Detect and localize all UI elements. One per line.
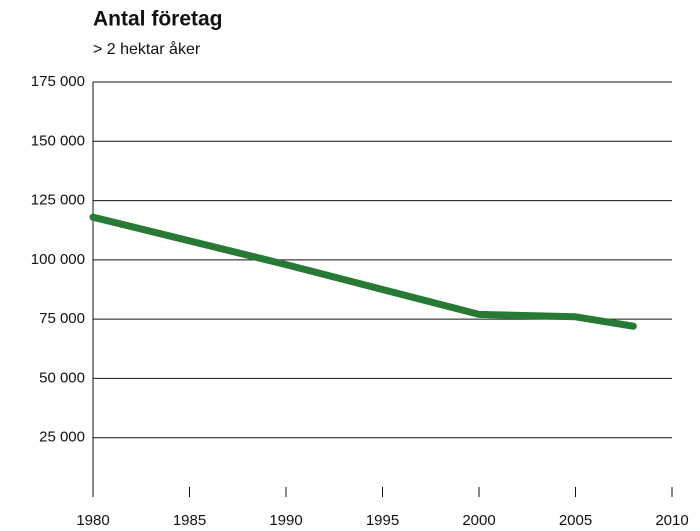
y-tick-label: 25 000 (39, 429, 85, 446)
y-tick-label: 175 000 (31, 73, 85, 90)
x-tick-label: 1995 (366, 512, 399, 529)
chart-subtitle: > 2 hektar åker (93, 40, 201, 58)
y-tick-label: 75 000 (39, 310, 85, 327)
data-line (89, 213, 637, 330)
y-tick-label: 100 000 (31, 251, 85, 268)
x-tick-label: 2010 (655, 512, 688, 529)
x-tick-label: 1990 (269, 512, 302, 529)
y-tick-label: 125 000 (31, 192, 85, 209)
x-tick-label: 2000 (462, 512, 495, 529)
y-tick-label: 50 000 (39, 369, 85, 386)
y-tick-label: 150 000 (31, 132, 85, 149)
x-tick-label: 1980 (76, 512, 109, 529)
chart-title: Antal företag (93, 8, 223, 31)
x-tick-label: 2005 (559, 512, 592, 529)
x-tick-label: 1985 (173, 512, 206, 529)
